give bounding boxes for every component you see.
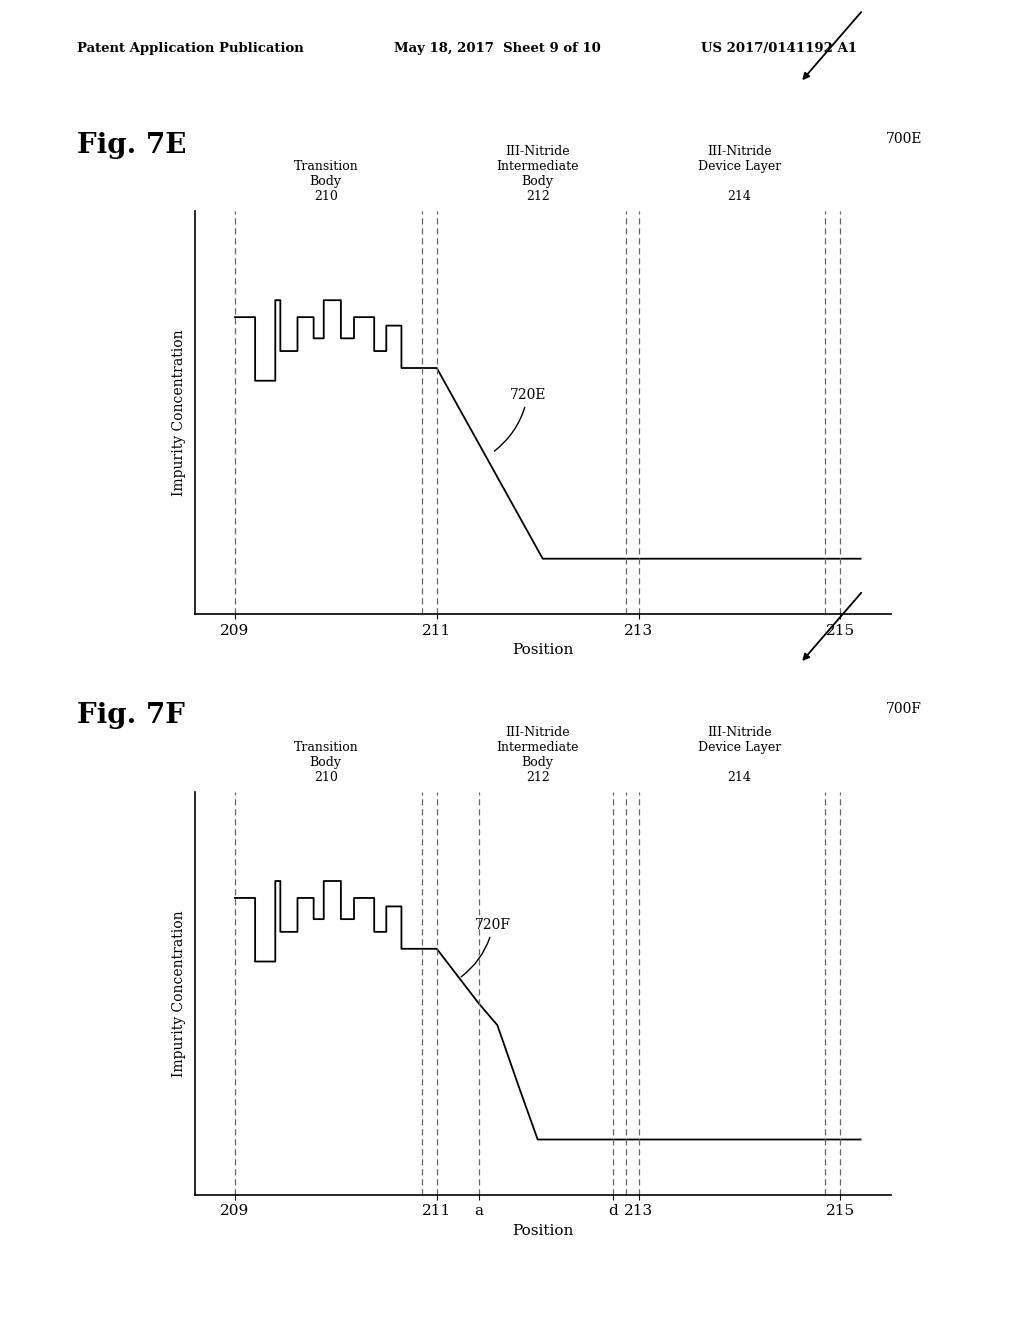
Y-axis label: Impurity Concentration: Impurity Concentration [172, 909, 186, 1077]
X-axis label: Position: Position [512, 1224, 573, 1238]
Text: III-Nitride
Intermediate
Body
212: III-Nitride Intermediate Body 212 [497, 145, 579, 203]
Text: Transition
Body
210: Transition Body 210 [293, 741, 358, 784]
Text: 720F: 720F [461, 917, 511, 977]
Text: 700E: 700E [886, 132, 923, 147]
Text: III-Nitride
Device Layer

214: III-Nitride Device Layer 214 [698, 145, 781, 203]
Text: III-Nitride
Device Layer

214: III-Nitride Device Layer 214 [698, 726, 781, 784]
Text: Fig. 7F: Fig. 7F [77, 702, 184, 729]
Text: 720E: 720E [495, 388, 546, 451]
X-axis label: Position: Position [512, 643, 573, 657]
Text: Patent Application Publication: Patent Application Publication [77, 42, 303, 55]
Text: III-Nitride
Intermediate
Body
212: III-Nitride Intermediate Body 212 [497, 726, 579, 784]
Y-axis label: Impurity Concentration: Impurity Concentration [172, 329, 186, 496]
Text: Fig. 7E: Fig. 7E [77, 132, 186, 158]
Text: 700F: 700F [886, 702, 922, 717]
Text: Transition
Body
210: Transition Body 210 [293, 160, 358, 203]
Text: May 18, 2017  Sheet 9 of 10: May 18, 2017 Sheet 9 of 10 [394, 42, 601, 55]
Text: US 2017/0141192 A1: US 2017/0141192 A1 [701, 42, 857, 55]
